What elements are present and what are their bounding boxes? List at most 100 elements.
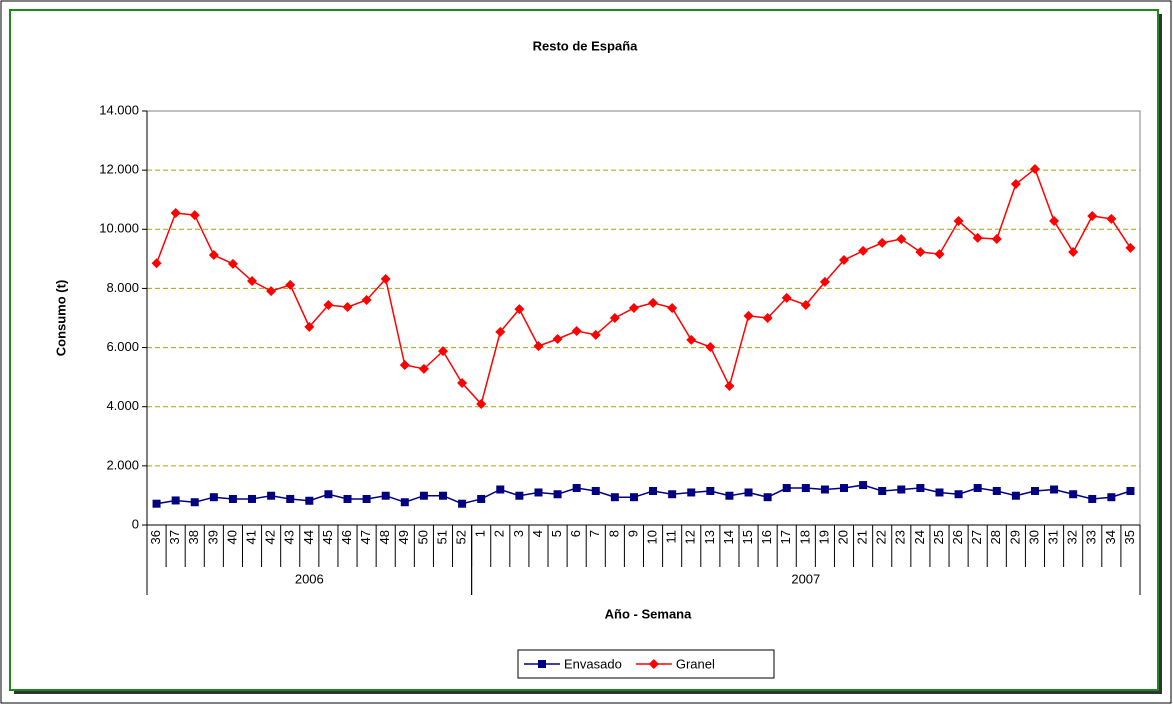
- x-tick-label: 42: [263, 530, 278, 544]
- x-tick-label: 8: [606, 530, 621, 537]
- y-tick-label: 10.000: [99, 221, 139, 236]
- marker: [477, 494, 486, 503]
- x-tick-label: 36: [148, 530, 163, 544]
- marker: [381, 491, 390, 500]
- x-tick-label: 46: [339, 530, 354, 544]
- x-tick-label: 41: [243, 530, 258, 544]
- marker: [953, 216, 964, 227]
- x-tick-label: 51: [434, 530, 449, 544]
- marker: [762, 313, 773, 323]
- marker: [1050, 485, 1059, 494]
- y-axis-title: Consumo (t): [53, 280, 68, 357]
- x-tick-label: 1: [473, 530, 488, 537]
- x-tick-label: 2: [492, 530, 507, 537]
- marker: [380, 273, 391, 284]
- x-tick-label: 48: [377, 530, 392, 544]
- marker: [496, 485, 505, 494]
- marker: [1088, 494, 1097, 503]
- marker: [190, 498, 199, 507]
- x-tick-label: 3: [511, 530, 526, 537]
- marker: [763, 493, 772, 502]
- x-tick-label: 23: [893, 530, 908, 544]
- x-tick-label: 4: [530, 530, 545, 537]
- marker: [705, 341, 716, 352]
- marker: [1106, 213, 1117, 224]
- plot-area: [146, 110, 1141, 526]
- marker: [361, 294, 372, 305]
- x-tick-label: 15: [740, 530, 755, 544]
- marker: [534, 488, 543, 497]
- marker: [840, 484, 849, 493]
- marker: [1126, 486, 1135, 495]
- x-tick-label: 50: [415, 530, 430, 544]
- marker: [228, 494, 237, 503]
- x-tick-label: 9: [625, 530, 640, 537]
- marker: [1107, 493, 1116, 502]
- x-tick-label: 14: [721, 530, 736, 544]
- x-tick-label: 18: [797, 530, 812, 544]
- x-tick-label: 11: [664, 530, 679, 544]
- marker: [324, 490, 333, 499]
- x-tick-label: 44: [301, 530, 316, 544]
- marker: [591, 486, 600, 495]
- marker: [744, 488, 753, 497]
- group-label: 2007: [791, 571, 820, 586]
- marker: [170, 208, 181, 219]
- legend-label: Envasado: [564, 656, 622, 671]
- marker: [400, 498, 409, 507]
- marker: [266, 286, 277, 297]
- x-tick-label: 45: [320, 530, 335, 544]
- marker: [801, 484, 810, 493]
- marker: [724, 381, 735, 392]
- x-tick-label: 33: [1084, 530, 1099, 544]
- marker: [1049, 216, 1060, 227]
- marker: [1010, 179, 1021, 190]
- x-tick-label: 10: [644, 530, 659, 544]
- marker: [515, 491, 524, 500]
- marker: [304, 321, 315, 332]
- marker: [687, 488, 696, 497]
- x-tick-label: 16: [759, 530, 774, 544]
- marker: [668, 490, 677, 499]
- marker: [189, 210, 200, 221]
- marker: [896, 234, 907, 245]
- marker: [438, 491, 447, 500]
- x-tick-label: 40: [224, 530, 239, 544]
- x-tick-label: 30: [1026, 530, 1041, 544]
- marker: [782, 484, 791, 493]
- marker: [476, 399, 487, 410]
- x-tick-label: 31: [1046, 530, 1061, 544]
- marker: [743, 310, 754, 321]
- marker: [437, 346, 448, 357]
- marker: [227, 258, 238, 269]
- marker: [248, 494, 257, 503]
- marker: [538, 660, 546, 668]
- y-tick-label: 8.000: [106, 280, 139, 295]
- x-tick-label: 22: [874, 530, 889, 544]
- marker: [323, 299, 334, 310]
- x-tick-label: 38: [186, 530, 201, 544]
- marker: [208, 250, 219, 261]
- marker: [972, 232, 983, 243]
- y-tick-label: 12.000: [99, 162, 139, 177]
- marker: [1029, 163, 1040, 174]
- marker: [571, 326, 582, 337]
- x-tick-label: 17: [778, 530, 793, 544]
- x-tick-label: 25: [931, 530, 946, 544]
- y-tick-label: 6.000: [106, 339, 139, 354]
- marker: [590, 329, 601, 340]
- marker: [553, 490, 562, 499]
- marker: [247, 276, 258, 287]
- x-tick-label: 52: [454, 530, 469, 544]
- x-tick-label: 47: [358, 530, 373, 544]
- marker: [667, 302, 678, 313]
- marker: [897, 485, 906, 494]
- marker: [1087, 210, 1098, 221]
- x-tick-label: 37: [167, 530, 182, 544]
- marker: [973, 484, 982, 493]
- marker: [1068, 247, 1079, 258]
- marker: [839, 255, 850, 266]
- marker: [457, 378, 468, 389]
